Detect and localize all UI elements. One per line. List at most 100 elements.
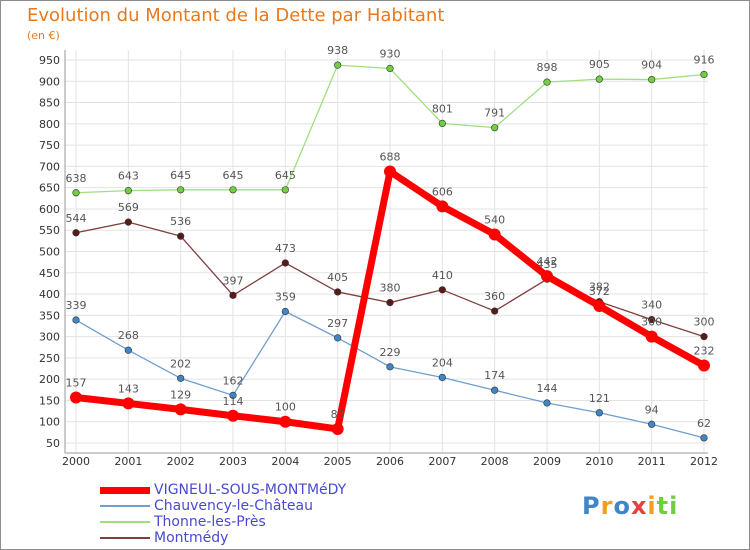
x-tick-label: 2011 xyxy=(638,455,666,468)
data-label: 643 xyxy=(118,170,139,183)
data-point xyxy=(491,307,499,315)
y-tick-label: 50 xyxy=(46,437,60,450)
data-label: 536 xyxy=(170,215,191,228)
data-point xyxy=(281,186,289,194)
data-point xyxy=(227,409,239,422)
y-tick-label: 600 xyxy=(39,203,60,216)
data-label: 791 xyxy=(484,107,505,120)
data-label: 157 xyxy=(66,376,87,389)
data-point xyxy=(177,186,185,194)
x-tick-label: 2012 xyxy=(690,455,718,468)
data-label: 905 xyxy=(589,58,610,71)
data-point xyxy=(700,333,708,341)
logo-letter: P xyxy=(582,492,601,520)
y-tick-label: 550 xyxy=(39,224,60,237)
y-tick-label: 500 xyxy=(39,246,60,259)
data-label: 202 xyxy=(170,357,191,370)
data-point xyxy=(281,307,289,316)
y-tick-label: 700 xyxy=(39,160,60,173)
data-label: 300 xyxy=(694,316,715,329)
data-label: 129 xyxy=(170,388,191,401)
legend-swatch xyxy=(100,521,150,523)
data-label: 114 xyxy=(223,395,244,408)
logo-letter: r xyxy=(600,492,614,520)
data-label: 360 xyxy=(484,290,505,303)
data-point xyxy=(438,286,446,294)
data-point xyxy=(386,298,394,307)
y-tick-label: 250 xyxy=(39,352,60,365)
data-point xyxy=(177,232,185,240)
data-label: 372 xyxy=(589,285,610,298)
y-tick-label: 400 xyxy=(39,288,60,301)
data-label: 645 xyxy=(170,169,191,182)
data-label: 916 xyxy=(694,53,715,66)
data-point xyxy=(72,189,80,197)
data-point xyxy=(124,187,132,195)
data-label: 297 xyxy=(327,317,348,330)
data-label: 340 xyxy=(641,299,662,312)
x-tick-label: 2006 xyxy=(376,455,404,468)
data-point xyxy=(541,270,553,283)
x-tick-label: 2008 xyxy=(481,455,509,468)
data-point xyxy=(648,315,656,324)
data-point xyxy=(279,415,292,428)
data-label: 410 xyxy=(432,269,453,282)
x-tick-label: 2009 xyxy=(533,455,561,468)
data-label: 645 xyxy=(275,169,296,182)
legend-swatch xyxy=(100,537,150,539)
data-label: 268 xyxy=(118,329,139,342)
data-label: 382 xyxy=(589,281,610,294)
data-label: 904 xyxy=(641,59,662,72)
data-point xyxy=(436,200,449,213)
data-point xyxy=(124,346,132,354)
legend-label: Thonne-les-Près xyxy=(154,514,266,530)
x-tick-label: 2003 xyxy=(219,455,247,468)
data-label: 300 xyxy=(641,316,662,329)
data-point xyxy=(488,228,501,241)
data-label: 162 xyxy=(223,374,244,387)
data-point xyxy=(595,75,603,83)
legend-label: Chauvency-le-Château xyxy=(154,498,313,514)
x-tick-label: 2005 xyxy=(324,455,352,468)
y-tick-label: 100 xyxy=(39,416,60,429)
y-tick-label: 850 xyxy=(39,97,60,110)
data-label: 645 xyxy=(223,169,244,182)
x-tick-label: 2010 xyxy=(585,455,613,468)
data-point xyxy=(438,119,446,128)
data-point xyxy=(124,218,132,226)
data-point xyxy=(334,288,342,296)
y-tick-label: 950 xyxy=(39,54,60,67)
legend-label: VIGNEUL-SOUS-MONTMéDY xyxy=(154,482,347,498)
data-label: 801 xyxy=(432,102,453,115)
data-label: 898 xyxy=(537,61,558,74)
data-point xyxy=(334,61,342,69)
legend-label: Montmédy xyxy=(154,530,229,546)
y-tick-label: 450 xyxy=(39,267,60,280)
y-tick-label: 750 xyxy=(39,139,60,152)
data-point xyxy=(331,422,344,435)
legend-swatch xyxy=(100,505,150,507)
data-label: 442 xyxy=(537,255,558,268)
data-label: 380 xyxy=(380,282,401,295)
data-label: 174 xyxy=(484,369,505,382)
data-label: 204 xyxy=(432,356,453,369)
data-point xyxy=(648,75,656,84)
logo-letter: x xyxy=(630,492,648,520)
x-tick-label: 2002 xyxy=(167,455,195,468)
logo-letter: i xyxy=(669,492,679,520)
data-point xyxy=(698,359,710,372)
data-label: 121 xyxy=(589,392,610,405)
data-label: 688 xyxy=(380,150,401,163)
data-label: 143 xyxy=(118,382,139,395)
data-point xyxy=(281,259,289,267)
data-point xyxy=(645,330,658,343)
data-label: 229 xyxy=(380,346,401,359)
data-point xyxy=(72,316,80,324)
data-point xyxy=(72,229,80,237)
data-label: 397 xyxy=(223,274,244,287)
chart-subtitle: (en €) xyxy=(27,29,60,42)
data-point xyxy=(543,399,551,407)
x-tick-label: 2004 xyxy=(271,455,299,468)
data-point xyxy=(229,291,237,299)
